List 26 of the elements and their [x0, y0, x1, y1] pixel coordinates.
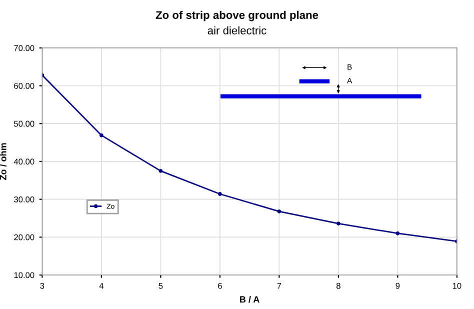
y-tick-label: 40.00	[14, 158, 34, 165]
x-tick-label: 9	[396, 282, 400, 289]
x-tick-label: 8	[336, 282, 340, 289]
x-tick-label: 4	[99, 282, 104, 289]
point	[396, 231, 400, 236]
line-series	[42, 73, 457, 244]
y-tick-label: 20.00	[14, 234, 34, 240]
y-tick-label: 50.00	[14, 120, 34, 127]
point	[158, 168, 163, 173]
x-axis-title: B / A	[240, 296, 260, 303]
point	[336, 222, 340, 226]
chart-title: Zo of strip above ground plane	[156, 10, 318, 22]
point	[99, 133, 104, 138]
chart-subtitle: air dielectric	[208, 26, 266, 34]
y-tick-label: 60.00	[14, 82, 34, 89]
point	[218, 192, 222, 196]
y-tick-label: 30.00	[14, 196, 34, 202]
x-tick-label: 7	[277, 282, 282, 289]
y-axis-title: Zo / ohm	[0, 143, 6, 180]
point	[277, 209, 282, 214]
x-tick-label: 5	[158, 282, 163, 289]
x-tick-label: 3	[40, 282, 44, 289]
y-tick-label: 10.00	[14, 272, 34, 278]
x-tick-label: 6	[218, 282, 222, 289]
y-tick-label: 70.00	[14, 45, 34, 51]
x-tick-label: 10	[452, 282, 462, 289]
